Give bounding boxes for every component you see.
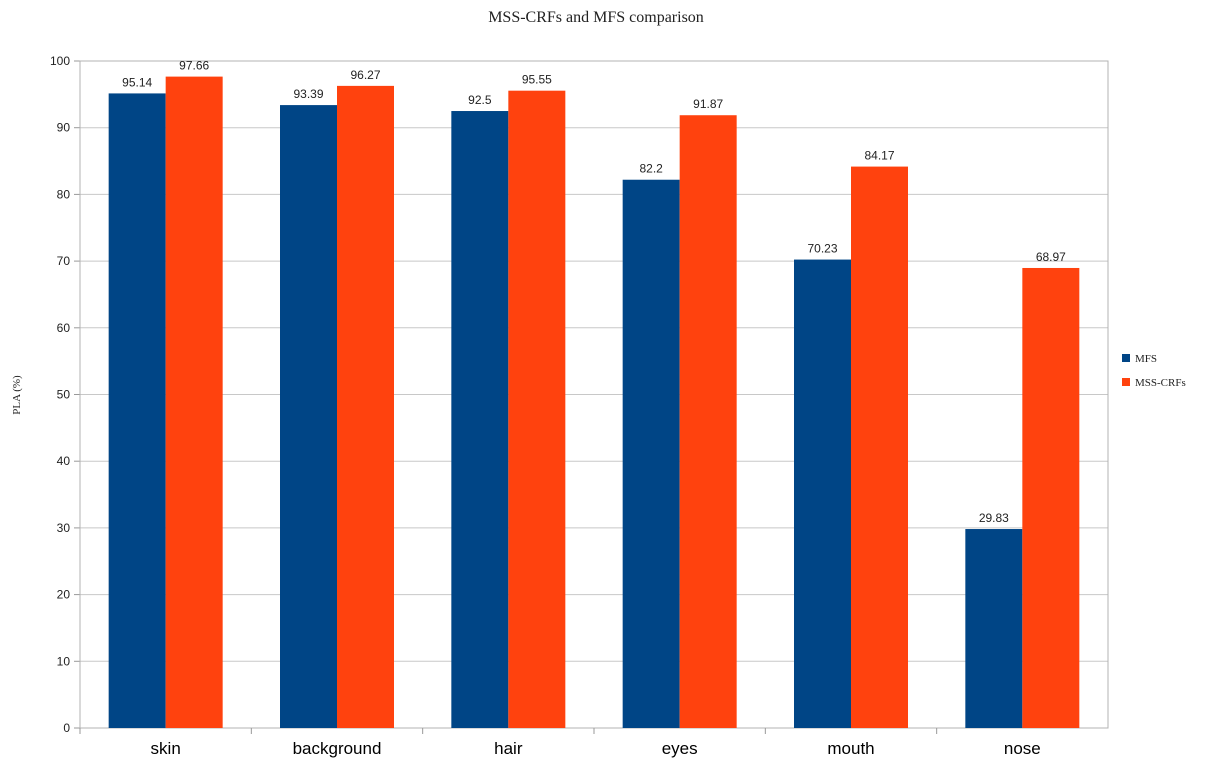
x-tick-label: mouth: [827, 739, 874, 758]
data-label: 84.17: [864, 149, 894, 163]
bar-mfs-hair: [451, 111, 509, 728]
data-label: 95.14: [122, 75, 152, 89]
y-tick-label: 90: [57, 121, 71, 135]
bars: [108, 76, 1080, 729]
bar-mfs-skin: [108, 93, 166, 728]
bar-mss-crfs-mouth: [851, 166, 908, 728]
bar-mss-crfs-skin: [165, 76, 223, 729]
chart-title: MSS-CRFs and MFS comparison: [488, 9, 704, 26]
x-tick-labels: skin background hair eyes mouth nose: [151, 739, 1041, 758]
legend-entry: MFS: [1135, 353, 1157, 365]
legend-entry: MSS-CRFs: [1135, 377, 1186, 389]
grid-lines: [74, 60, 1109, 734]
bar-mss-crfs-hair: [508, 90, 566, 728]
bar-mss-crfs-eyes: [679, 115, 737, 728]
legend: MFS MSS-CRFs: [1122, 353, 1186, 389]
x-tick-label: hair: [494, 739, 523, 758]
x-tick-label: nose: [1004, 739, 1041, 758]
y-tick-label: 20: [57, 588, 71, 602]
x-tick-label: skin: [151, 739, 181, 758]
y-tick-label: 80: [57, 187, 71, 201]
legend-swatch: [1122, 354, 1130, 362]
y-tick-label: 50: [57, 388, 71, 402]
x-tick-label: background: [293, 739, 382, 758]
bar-mss-crfs-nose: [1022, 267, 1080, 728]
bar-mfs-mouth: [794, 259, 851, 728]
bar-mfs-background: [280, 105, 337, 729]
y-tick-label: 70: [57, 254, 71, 268]
data-label: 82.2: [639, 162, 663, 176]
y-tick-labels: 0 10 20 30 40 50 60 70 80 90 100: [50, 54, 70, 735]
data-label: 70.23: [807, 242, 837, 256]
data-label: 97.66: [179, 59, 209, 73]
data-label: 93.39: [293, 87, 323, 101]
bar-mfs-nose: [965, 529, 1023, 728]
bar-mss-crfs-background: [337, 85, 394, 729]
y-tick-label: 100: [50, 54, 70, 68]
x-tick-label: eyes: [662, 739, 698, 758]
data-label: 91.87: [693, 97, 723, 111]
data-label: 68.97: [1036, 250, 1066, 264]
legend-swatch: [1122, 378, 1130, 386]
y-axis-label: PLA (%): [11, 375, 23, 415]
y-tick-label: 30: [57, 521, 71, 535]
y-tick-label: 10: [57, 654, 71, 668]
data-labels: 95.14 97.66 93.39 96.27 92.5 95.55 82.2 91.87 70…: [122, 59, 1066, 525]
data-label: 95.55: [522, 73, 552, 87]
y-tick-label: 0: [63, 721, 70, 735]
y-tick-label: 40: [57, 454, 71, 468]
data-label: 96.27: [350, 68, 380, 82]
data-label: 29.83: [979, 511, 1009, 525]
bar-mfs-eyes: [622, 179, 680, 728]
data-label: 92.5: [468, 93, 492, 107]
y-tick-label: 60: [57, 321, 71, 335]
